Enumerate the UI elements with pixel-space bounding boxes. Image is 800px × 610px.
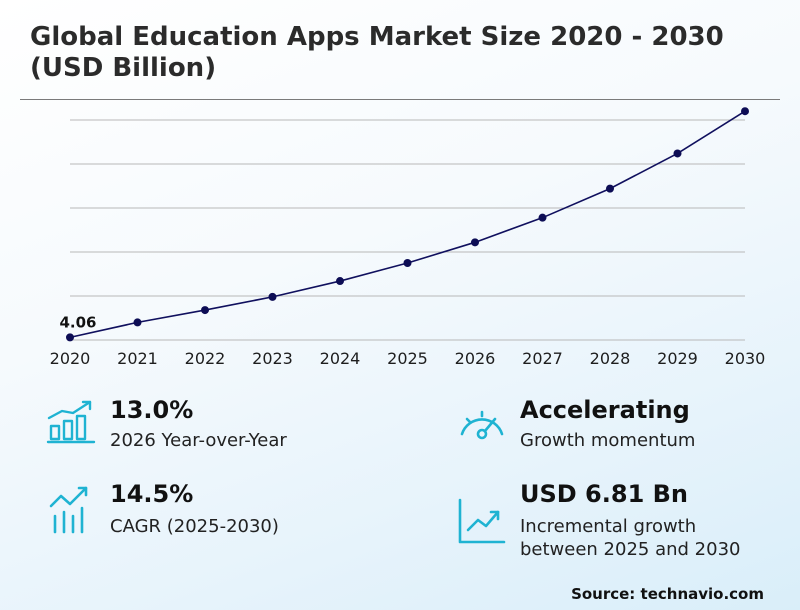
data-point-2028 [606,184,614,193]
data-point-2020 [66,333,74,342]
data-point-2024 [336,277,344,286]
gauge-icon [460,410,504,440]
kpi-incremental-value: USD 6.81 Bn [520,480,688,508]
title-divider [20,99,780,100]
kpi-cagr-label: CAGR (2025-2030) [110,516,279,537]
chart-title: Global Education Apps Market Size 2020 -… [30,22,724,83]
data-point-2026 [471,238,479,247]
data-point-2021 [133,318,142,327]
data-label: 4.06 [59,313,96,331]
data-point-2030 [741,107,749,116]
x-tick-label: 2021 [117,349,158,368]
kpi-momentum-label: Growth momentum [520,430,696,451]
data-point-2027 [538,213,547,222]
kpi-cagr-value: 14.5% [110,480,194,508]
line-chart-growth-icon [458,498,506,544]
line-chart: 2020 2021 2022 2023 2024 2025 2026 2027 2028 2029… [50,107,766,368]
x-tick-label: 2023 [252,349,293,368]
x-tick-label: 2030 [725,349,766,368]
x-tick-label: 2024 [320,349,361,368]
x-axis-ticks: 2020 2021 2022 2023 2024 2025 2026 2027 2028 2029… [50,349,766,368]
data-point-2025 [403,259,412,267]
kpi-momentum-value: Accelerating [520,396,690,424]
data-point-2023 [268,292,277,301]
series-markers [66,107,749,342]
data-point-2022 [201,306,209,315]
x-tick-label: 2025 [387,349,428,368]
x-tick-label: 2022 [185,349,226,368]
trend-bars-icon [49,486,88,534]
series-line [69,110,746,339]
kpi-yoy-label: 2026 Year-over-Year [110,430,287,451]
bar-chart-growth-icon [46,400,96,444]
data-labels: 4.06 [59,313,96,331]
gridlines [70,119,745,341]
kpi-yoy-value: 13.0% [110,396,194,424]
x-tick-label: 2026 [455,349,496,368]
kpi-incremental-label-2: between 2025 and 2030 [520,539,741,560]
x-tick-label: 2028 [590,349,631,368]
x-tick-label: 2027 [522,349,563,368]
data-point-2029 [673,149,682,158]
kpi-incremental-label-1: Incremental growth [520,516,697,537]
x-tick-label: 2020 [50,349,91,368]
source-credit: Source: technavio.com [571,585,764,603]
x-tick-label: 2029 [657,349,698,368]
